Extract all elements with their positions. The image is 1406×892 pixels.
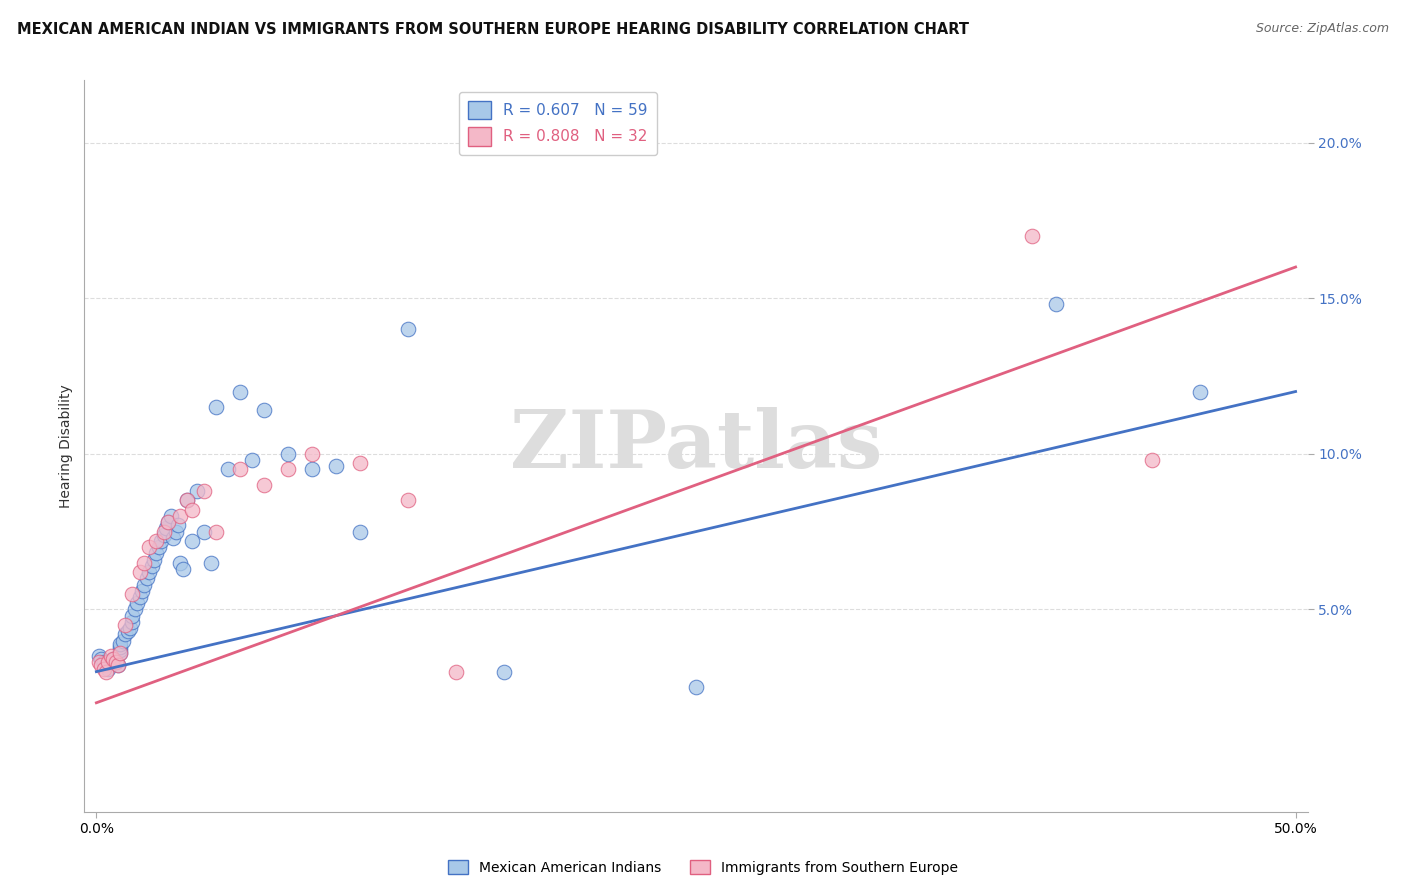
Point bbox=[181, 533, 204, 548]
Point bbox=[277, 462, 299, 476]
Point bbox=[104, 656, 127, 670]
Point bbox=[253, 403, 276, 417]
Point bbox=[111, 633, 134, 648]
Point bbox=[157, 515, 180, 529]
Point bbox=[193, 484, 215, 499]
Point bbox=[114, 618, 136, 632]
Point bbox=[97, 661, 120, 675]
Point bbox=[101, 652, 124, 666]
Point bbox=[169, 556, 191, 570]
Point bbox=[107, 658, 129, 673]
Point bbox=[685, 680, 707, 694]
Point bbox=[444, 665, 467, 679]
Point bbox=[121, 587, 143, 601]
Point bbox=[138, 540, 160, 554]
Point bbox=[107, 658, 129, 673]
Legend: Mexican American Indians, Immigrants from Southern Europe: Mexican American Indians, Immigrants fro… bbox=[441, 855, 965, 880]
Point bbox=[205, 524, 228, 539]
Point bbox=[1045, 297, 1067, 311]
Point bbox=[110, 646, 132, 660]
Point bbox=[87, 656, 110, 670]
Point bbox=[148, 540, 170, 554]
Point bbox=[101, 652, 124, 666]
Point bbox=[159, 509, 181, 524]
Legend: R = 0.607   N = 59, R = 0.808   N = 32: R = 0.607 N = 59, R = 0.808 N = 32 bbox=[458, 92, 657, 155]
Point bbox=[240, 453, 263, 467]
Point bbox=[90, 658, 112, 673]
Point bbox=[142, 552, 165, 566]
Point bbox=[100, 649, 122, 664]
Point bbox=[162, 531, 184, 545]
Point bbox=[167, 518, 190, 533]
Point bbox=[100, 656, 122, 670]
Point bbox=[93, 656, 115, 670]
Point bbox=[131, 583, 153, 598]
Point bbox=[200, 556, 222, 570]
Point bbox=[94, 658, 117, 673]
Point bbox=[176, 493, 198, 508]
Point bbox=[229, 462, 252, 476]
Point bbox=[301, 447, 323, 461]
Point bbox=[128, 590, 150, 604]
Point bbox=[121, 608, 143, 623]
Point bbox=[110, 643, 132, 657]
Point bbox=[349, 456, 371, 470]
Point bbox=[134, 577, 156, 591]
Point bbox=[165, 524, 187, 539]
Y-axis label: Hearing Disability: Hearing Disability bbox=[59, 384, 73, 508]
Point bbox=[301, 462, 323, 476]
Point bbox=[114, 627, 136, 641]
Point bbox=[152, 527, 174, 541]
Point bbox=[205, 400, 228, 414]
Point bbox=[118, 621, 141, 635]
Point bbox=[193, 524, 215, 539]
Point bbox=[145, 533, 167, 548]
Point bbox=[157, 515, 180, 529]
Point bbox=[152, 524, 174, 539]
Point bbox=[150, 533, 173, 548]
Point bbox=[97, 656, 120, 670]
Text: MEXICAN AMERICAN INDIAN VS IMMIGRANTS FROM SOUTHERN EUROPE HEARING DISABILITY CO: MEXICAN AMERICAN INDIAN VS IMMIGRANTS FR… bbox=[17, 22, 969, 37]
Point bbox=[94, 665, 117, 679]
Point bbox=[93, 661, 115, 675]
Point bbox=[134, 556, 156, 570]
Point bbox=[127, 596, 149, 610]
Point bbox=[124, 602, 146, 616]
Point bbox=[169, 509, 191, 524]
Point bbox=[110, 646, 132, 660]
Point bbox=[172, 562, 194, 576]
Point bbox=[110, 637, 132, 651]
Point bbox=[117, 624, 139, 639]
Point bbox=[229, 384, 252, 399]
Point bbox=[396, 493, 419, 508]
Point bbox=[349, 524, 371, 539]
Point bbox=[138, 565, 160, 579]
Point bbox=[1188, 384, 1211, 399]
Point bbox=[104, 656, 127, 670]
Point bbox=[253, 478, 276, 492]
Point bbox=[128, 565, 150, 579]
Point bbox=[135, 571, 157, 585]
Point bbox=[1140, 453, 1163, 467]
Point bbox=[110, 640, 132, 654]
Text: Source: ZipAtlas.com: Source: ZipAtlas.com bbox=[1256, 22, 1389, 36]
Point bbox=[277, 447, 299, 461]
Point bbox=[155, 521, 177, 535]
Point bbox=[90, 652, 112, 666]
Point bbox=[141, 558, 163, 573]
Text: ZIPatlas: ZIPatlas bbox=[510, 407, 882, 485]
Point bbox=[121, 615, 143, 629]
Point bbox=[494, 665, 516, 679]
Point bbox=[181, 503, 204, 517]
Point bbox=[145, 546, 167, 560]
Point bbox=[186, 484, 208, 499]
Point bbox=[176, 493, 198, 508]
Point bbox=[325, 459, 347, 474]
Point bbox=[396, 322, 419, 336]
Point bbox=[87, 649, 110, 664]
Point bbox=[217, 462, 239, 476]
Point bbox=[1021, 228, 1043, 243]
